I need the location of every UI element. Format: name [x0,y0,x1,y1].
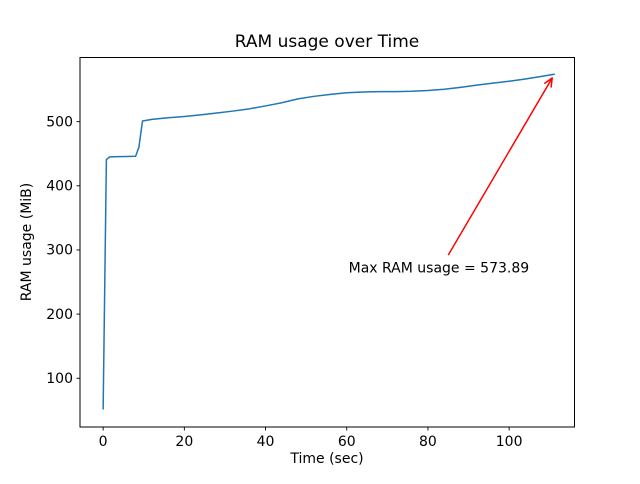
y-tick-label: 100 [46,371,73,387]
y-tick-label: 300 [46,243,73,259]
annotation-arrow-shaft [447,77,553,256]
x-tick-label: 100 [496,434,523,450]
x-tick-label: 80 [419,434,437,450]
plot-area: 0 20 40 60 80 100 100 200 300 400 500 [46,57,575,450]
x-tick-label: 40 [257,434,275,450]
annotation-arrow-barb [544,77,553,85]
y-axis-label: RAM usage (MiB) [19,183,35,301]
x-tick-label: 0 [99,434,108,450]
x-tick-label: 60 [338,434,356,450]
x-tick-label: 20 [175,434,193,450]
y-tick-label: 400 [46,179,73,195]
chart-title: RAM usage over Time [235,32,419,52]
plot-border [79,57,575,428]
ram-usage-line [102,73,555,410]
y-tick-label: 500 [46,114,73,130]
x-axis-label: Time (sec) [289,451,363,467]
annotation-text: Max RAM usage = 573.89 [349,260,530,276]
annotation-arrow-barb [550,77,553,88]
y-tick-label: 200 [46,307,73,323]
